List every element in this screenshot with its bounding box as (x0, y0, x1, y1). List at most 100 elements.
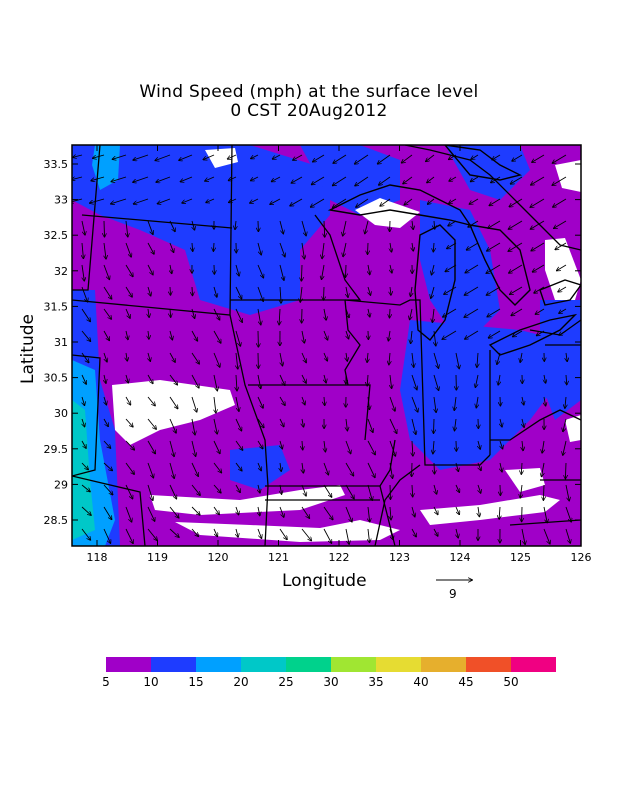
wind-arrow (500, 440, 503, 449)
wind-arrow (552, 176, 567, 185)
wind-arrow (390, 506, 391, 520)
wind-arrow (191, 440, 196, 456)
wind-arrow (180, 176, 193, 182)
wind-arrow (169, 440, 174, 456)
wind-arrow (448, 220, 457, 226)
wind-arrow (170, 264, 172, 274)
wind-arrow (469, 198, 479, 204)
y-tick-label: 29 (54, 478, 68, 491)
wind-arrow (513, 330, 523, 337)
wind-arrow (235, 264, 239, 276)
wind-arrow (467, 242, 479, 250)
wind-arrow (302, 440, 303, 450)
wind-arrow (368, 396, 370, 409)
x-tick-label: 122 (329, 551, 350, 564)
wind-arrow (169, 528, 179, 537)
wind-arrow (213, 308, 220, 320)
wind-arrow (412, 440, 413, 456)
x-tick-label: 118 (87, 551, 108, 564)
wind-arrow (147, 440, 155, 454)
wind-arrow (431, 286, 435, 298)
wind-arrow (390, 286, 391, 295)
colorbar-label: 30 (323, 675, 339, 689)
wind-arrow (389, 418, 397, 433)
wind-arrow (81, 484, 90, 492)
wind-arrow (280, 440, 282, 449)
wind-arrow (531, 176, 545, 185)
wind-arrow (170, 330, 172, 340)
wind-arrow (491, 176, 501, 183)
wind-arrow (346, 352, 347, 361)
wind-arrow (532, 154, 545, 162)
wind-arrow (257, 286, 263, 301)
wind-arrow (379, 176, 391, 185)
wind-arrow (301, 528, 311, 541)
wind-arrow (126, 220, 128, 237)
wind-arrow (103, 506, 112, 519)
wind-arrow (565, 396, 566, 408)
wind-arrow (531, 220, 545, 229)
wind-arrow (257, 440, 263, 449)
wind-arrow (471, 154, 479, 159)
wind-arrow (497, 352, 501, 364)
wind-arrow (323, 484, 332, 497)
wind-arrow (170, 308, 171, 317)
wind-arrow (126, 352, 127, 361)
wind-arrow (203, 154, 215, 160)
wind-arrow (235, 462, 242, 471)
wind-arrow (155, 154, 171, 161)
colorbar-swatch (106, 657, 151, 672)
map-subtitle-time: 0 CST 20Aug2012 (230, 101, 388, 121)
wind-arrow (279, 418, 284, 427)
wind-arrow (324, 440, 325, 452)
wind-arrow (563, 418, 567, 432)
wind-arrow (81, 308, 90, 321)
wind-arrow (535, 308, 545, 314)
wind-arrow (486, 264, 501, 273)
wind-arrow (566, 374, 567, 385)
wind-arrow (91, 176, 105, 181)
wind-arrow (557, 264, 567, 271)
x-tick-label: 123 (389, 551, 410, 564)
wind-arrow (345, 308, 349, 318)
wind-arrow (313, 154, 325, 162)
wind-arrow (82, 418, 85, 427)
wind-arrow (257, 308, 261, 325)
wind-arrow (147, 506, 155, 521)
wind-arrow (432, 308, 434, 322)
wind-arrow (520, 352, 522, 362)
wind-arrow (302, 462, 303, 473)
wind-arrow (433, 440, 434, 454)
wind-arrow (169, 352, 175, 362)
wind-arrow (104, 396, 106, 405)
wind-arrow (112, 154, 127, 159)
wind-arrow (236, 528, 238, 537)
wind-arrow (213, 330, 221, 343)
wind-arrow (520, 484, 522, 498)
wind-arrow (235, 396, 239, 411)
wind-arrow (213, 286, 217, 297)
wind-arrow (489, 198, 501, 206)
wind-arrow (290, 198, 303, 206)
wind-arrow (191, 528, 198, 536)
wind-arrow (213, 484, 221, 493)
wind-arrow (442, 330, 457, 339)
wind-arrow (445, 264, 457, 272)
wind-arrow (411, 286, 413, 296)
wind-arrow (125, 462, 134, 474)
wind-arrow (134, 198, 149, 204)
wind-arrow (410, 308, 412, 320)
wind-arrow (125, 440, 134, 450)
wind-arrow (213, 352, 220, 367)
wind-arrow (213, 440, 220, 454)
wind-arrow (455, 352, 459, 369)
wind-arrow (213, 528, 217, 536)
wind-arrow (324, 396, 325, 405)
wind-arrow (324, 374, 326, 383)
wind-arrow (427, 176, 435, 183)
wind-arrow (279, 374, 285, 385)
wind-arrow (346, 286, 348, 297)
wind-arrow (235, 440, 243, 450)
wind-arrow (559, 330, 567, 335)
wind-arrow (312, 176, 325, 185)
